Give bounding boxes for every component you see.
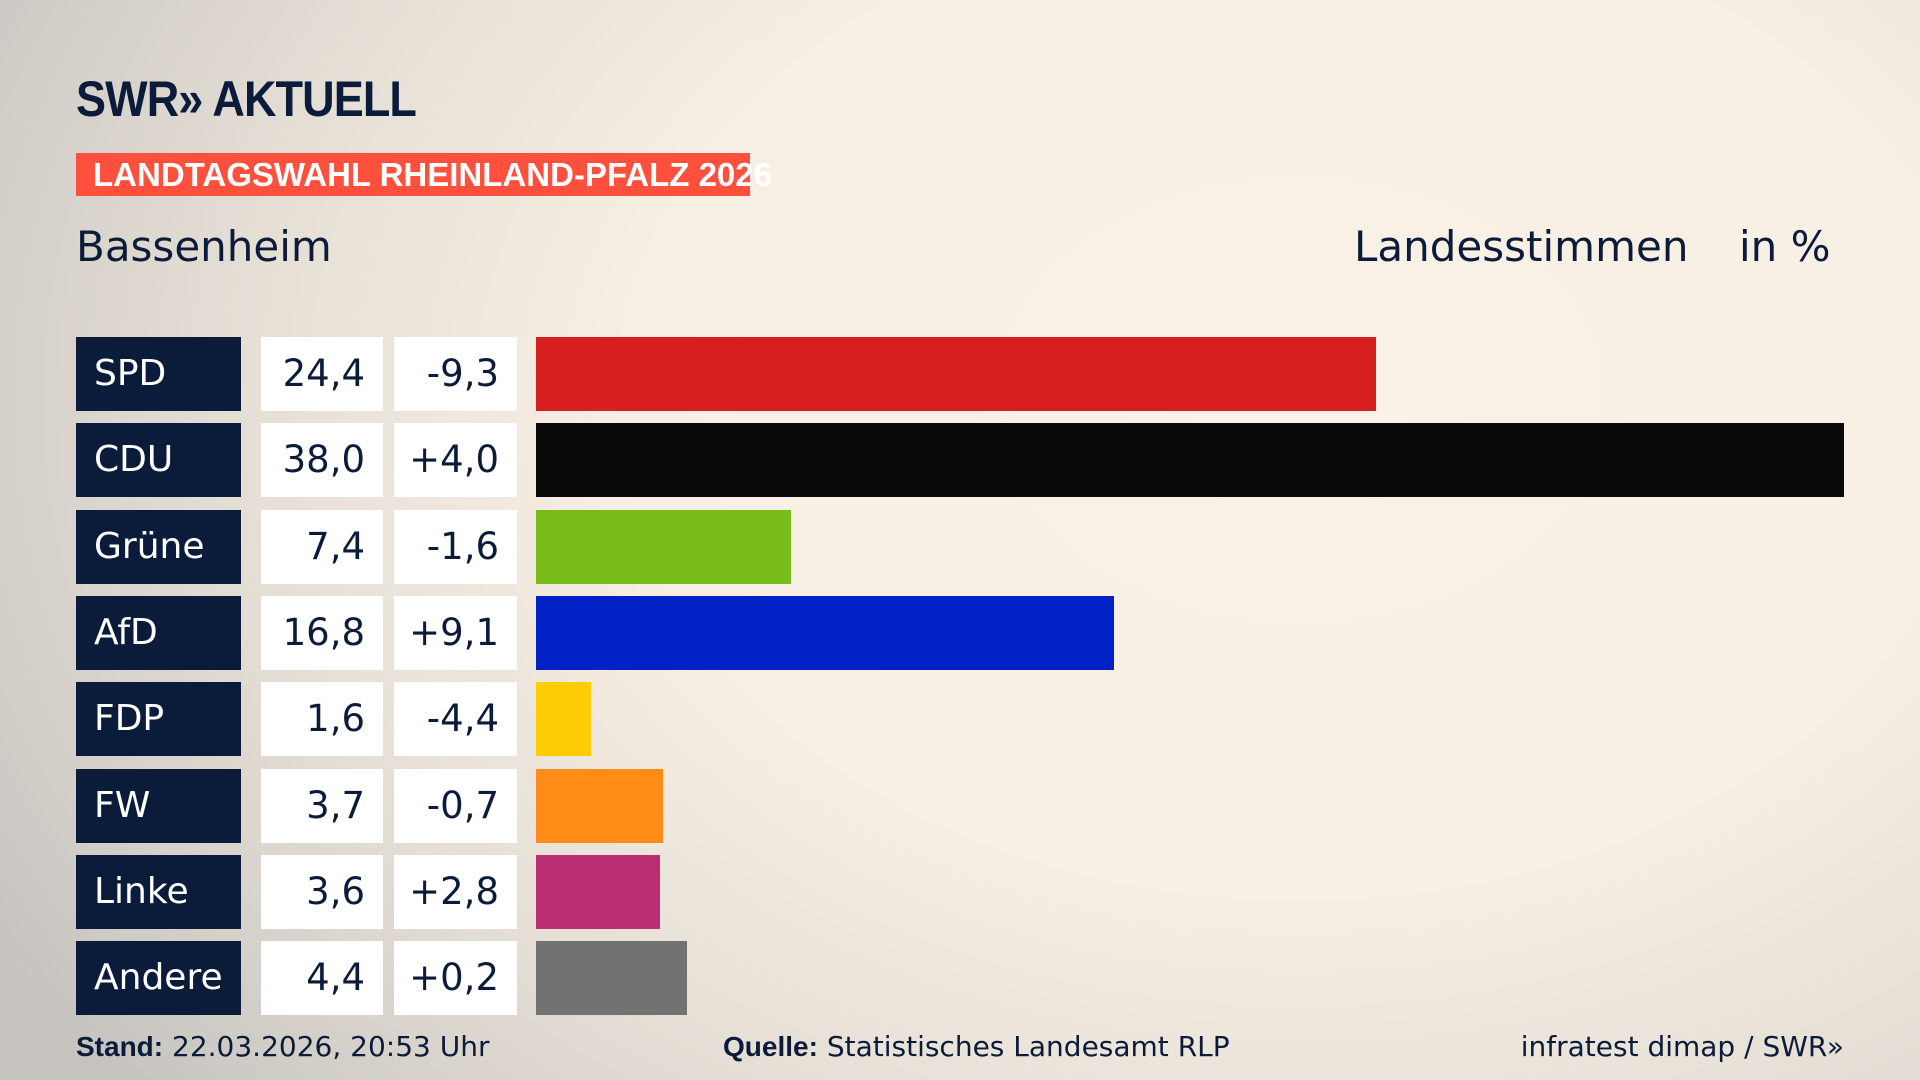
chart-row: AfD 16,8 +9,1 bbox=[0, 595, 1920, 670]
party-label: FDP bbox=[76, 682, 241, 757]
timestamp: Stand: 22.03.2026, 20:53 Uhr bbox=[76, 1030, 489, 1063]
value-label: 4,4 bbox=[261, 941, 383, 1016]
value-label: 7,4 bbox=[261, 509, 383, 584]
bar-grüne bbox=[536, 509, 791, 584]
unit-label: in % bbox=[1739, 222, 1831, 271]
diff-label: +0,2 bbox=[394, 941, 517, 1016]
bar-spd bbox=[536, 337, 1376, 411]
value-label: 1,6 bbox=[261, 682, 383, 757]
bar-andere bbox=[536, 941, 688, 1016]
chart-row: Andere 4,4 +0,2 bbox=[0, 941, 1920, 1016]
party-label: Linke bbox=[76, 854, 241, 929]
diff-label: +2,8 bbox=[394, 854, 517, 929]
value-label: 38,0 bbox=[261, 423, 383, 498]
bar-linke bbox=[536, 854, 660, 929]
bar-afd bbox=[536, 595, 1115, 670]
chart-row: FW 3,7 -0,7 bbox=[0, 768, 1920, 843]
diff-label: -1,6 bbox=[394, 509, 517, 584]
chart-row: FDP 1,6 -4,4 bbox=[0, 682, 1920, 757]
diff-label: +4,0 bbox=[394, 423, 517, 498]
party-label: CDU bbox=[76, 423, 241, 498]
party-label: AfD bbox=[76, 595, 241, 670]
diff-label: +9,1 bbox=[394, 595, 517, 670]
bar-fdp bbox=[536, 682, 592, 757]
value-label: 16,8 bbox=[261, 595, 383, 670]
stand-value: 22.03.2026, 20:53 Uhr bbox=[172, 1030, 490, 1063]
bar-fw bbox=[536, 768, 664, 843]
source-value: Statistisches Landesamt RLP bbox=[826, 1030, 1230, 1063]
value-label: 3,7 bbox=[261, 768, 383, 843]
diff-label: -9,3 bbox=[394, 337, 517, 411]
chart-row: Grüne 7,4 -1,6 bbox=[0, 509, 1920, 584]
party-label: Andere bbox=[76, 941, 241, 1016]
swr-aktuell-logo: SWR» AKTUELL bbox=[76, 71, 417, 127]
source: Quelle: Statistisches Landesamt RLP bbox=[723, 1030, 1230, 1063]
stand-label: Stand: bbox=[76, 1031, 164, 1062]
party-label: SPD bbox=[76, 337, 241, 411]
vote-type: Landesstimmen bbox=[1354, 222, 1689, 271]
bar-cdu bbox=[536, 423, 1844, 498]
chart-row: SPD 24,4 -9,3 bbox=[0, 337, 1920, 411]
diff-label: -4,4 bbox=[394, 682, 517, 757]
party-label: FW bbox=[76, 768, 241, 843]
value-label: 24,4 bbox=[261, 337, 383, 411]
diff-label: -0,7 bbox=[394, 768, 517, 843]
credit: infratest dimap / SWR» bbox=[1520, 1030, 1844, 1063]
election-banner: LANDTAGSWAHL RHEINLAND-PFALZ 2026 bbox=[76, 153, 772, 196]
party-label: Grüne bbox=[76, 509, 241, 584]
place-title: Bassenheim bbox=[76, 222, 332, 271]
chart-row: Linke 3,6 +2,8 bbox=[0, 854, 1920, 929]
source-label: Quelle: bbox=[723, 1031, 818, 1062]
chart-row: CDU 38,0 +4,0 bbox=[0, 423, 1920, 498]
value-label: 3,6 bbox=[261, 854, 383, 929]
